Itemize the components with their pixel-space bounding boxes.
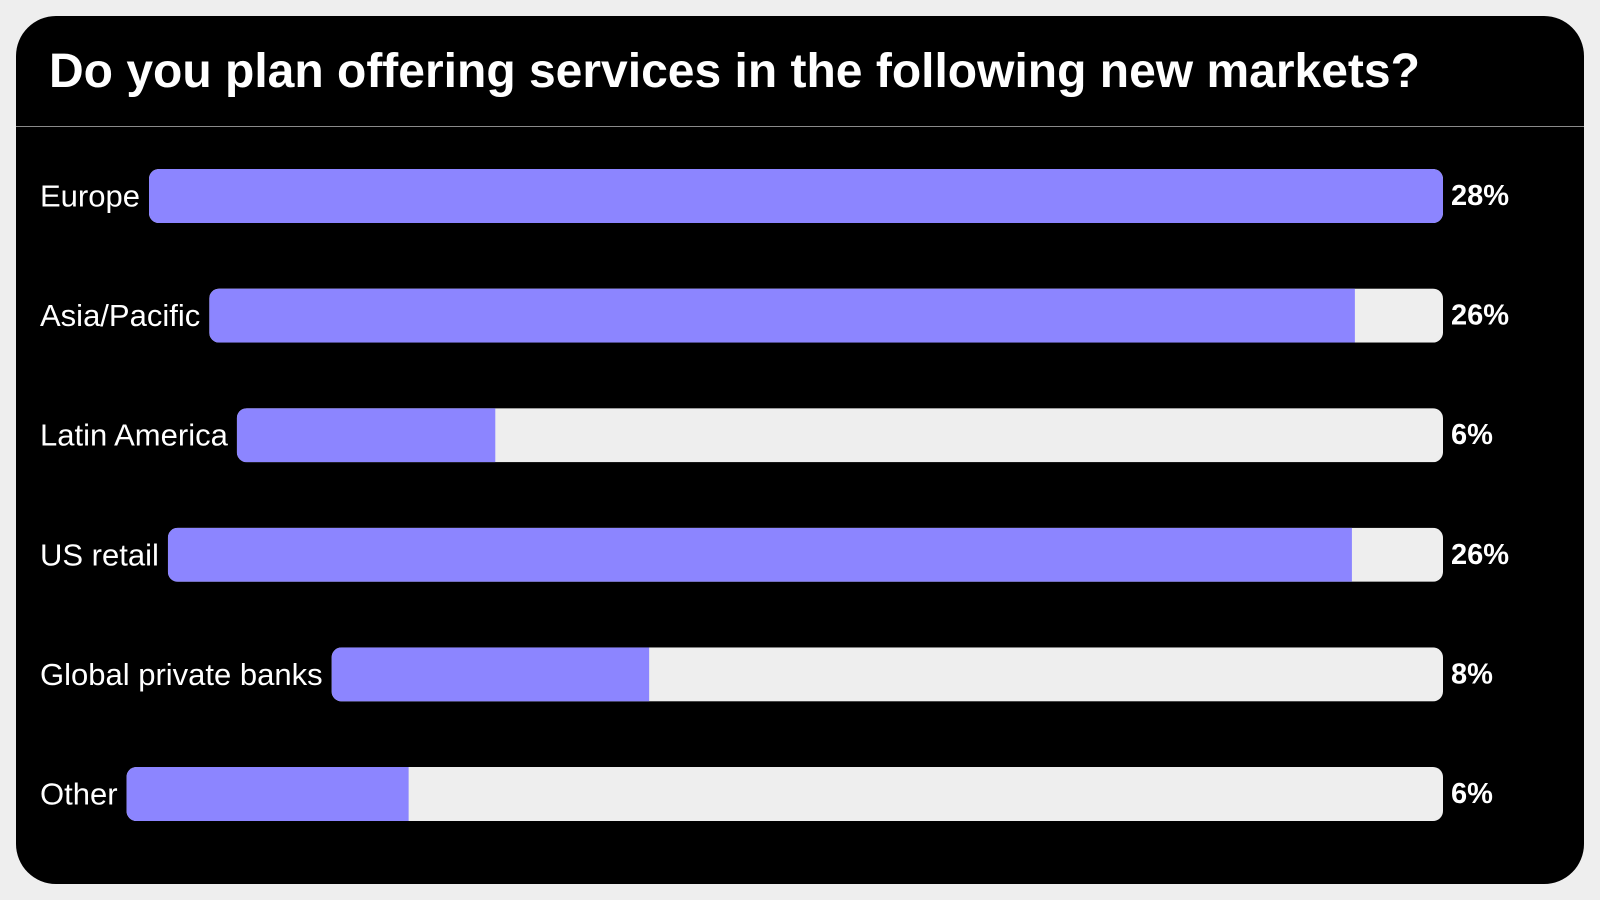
bar (148, 169, 1443, 223)
chart-title: Do you plan offering services in the fol… (49, 45, 1420, 98)
bar (126, 767, 409, 821)
category-label: Latin America (40, 418, 229, 453)
value-label: 6% (1451, 419, 1493, 451)
category-label: Asia/Pacific (40, 298, 200, 333)
category-label: US retail (40, 537, 159, 572)
value-label: 26% (1451, 300, 1509, 332)
category-label: Europe (40, 179, 140, 214)
value-label: 28% (1451, 180, 1509, 212)
bar-chart: Europe 28% Asia/Pacific 26% Latin America 6% U… (40, 169, 1509, 821)
category-label: Other (40, 777, 118, 812)
bar (209, 288, 1355, 343)
bar (167, 527, 1352, 582)
category-label: Global private banks (40, 657, 323, 692)
title-divider (16, 126, 1584, 127)
chart-card: Do you plan offering services in the fol… (16, 16, 1584, 884)
bar (236, 408, 496, 463)
value-label: 26% (1451, 539, 1509, 571)
value-label: 8% (1451, 658, 1493, 690)
value-label: 6% (1451, 778, 1493, 810)
bar (331, 647, 650, 702)
